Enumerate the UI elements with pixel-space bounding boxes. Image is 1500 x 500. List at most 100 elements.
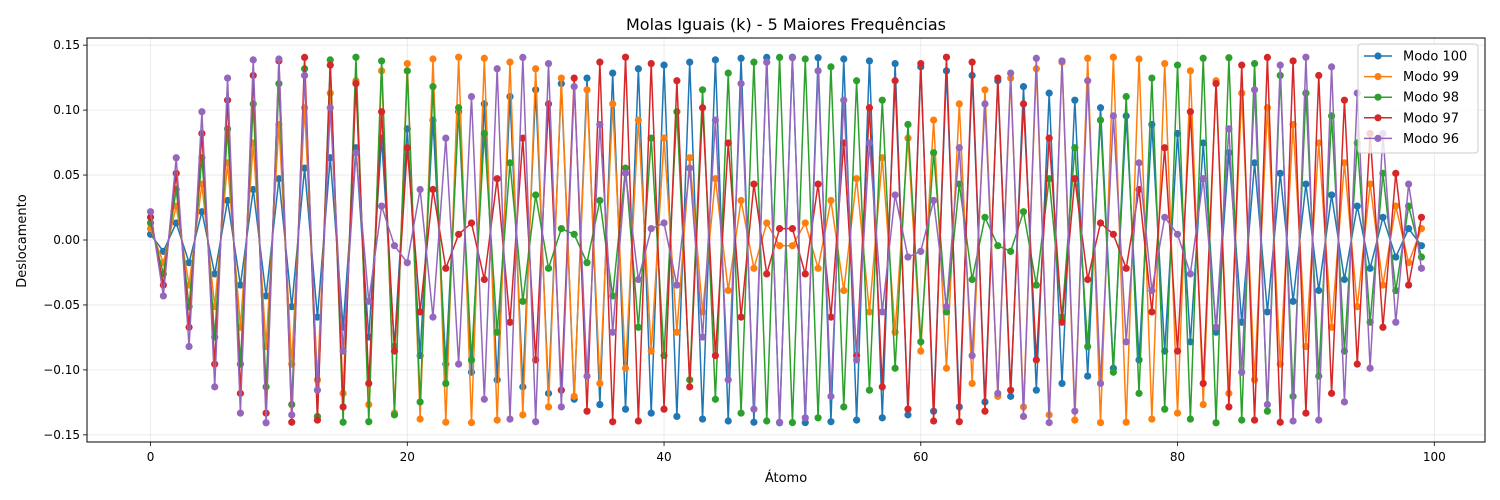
- data-point: [891, 77, 899, 85]
- data-point: [1289, 297, 1297, 305]
- data-point: [1302, 53, 1310, 61]
- data-point: [891, 364, 899, 372]
- data-point: [1263, 308, 1271, 316]
- data-point: [1315, 71, 1323, 80]
- data-point: [1032, 356, 1040, 364]
- data-point: [1109, 112, 1117, 120]
- data-point: [1315, 286, 1323, 295]
- data-point: [198, 129, 206, 138]
- data-point: [570, 230, 578, 238]
- data-point: [506, 415, 514, 423]
- data-point: [724, 69, 732, 77]
- data-point: [917, 59, 925, 68]
- data-point: [1186, 338, 1194, 346]
- data-point: [1122, 112, 1130, 120]
- data-point: [326, 61, 334, 69]
- data-point: [1392, 318, 1400, 326]
- data-point: [775, 53, 784, 62]
- data-point: [442, 379, 450, 388]
- data-point: [557, 225, 565, 233]
- data-point: [506, 92, 514, 101]
- data-point: [942, 53, 951, 61]
- data-point: [801, 219, 809, 227]
- data-point: [840, 286, 848, 295]
- data-point: [467, 92, 476, 101]
- data-point: [634, 275, 642, 284]
- data-point: [519, 53, 527, 62]
- data-point: [711, 351, 719, 360]
- data-point: [416, 308, 424, 316]
- data-point: [1212, 323, 1220, 331]
- data-point: [737, 80, 745, 88]
- data-point: [1392, 253, 1400, 261]
- legend-label: Modo 100: [1403, 50, 1467, 65]
- data-point: [673, 77, 681, 85]
- data-point: [1173, 347, 1182, 355]
- data-point: [827, 392, 835, 400]
- data-point: [223, 74, 232, 82]
- data-point: [647, 59, 655, 68]
- data-point: [352, 149, 360, 157]
- data-point: [647, 347, 655, 355]
- data-point: [853, 175, 861, 183]
- data-point: [1225, 54, 1233, 62]
- data-point: [686, 154, 694, 162]
- data-point: [403, 259, 411, 267]
- data-point: [544, 264, 553, 272]
- data-point: [711, 395, 719, 403]
- data-point: [1276, 61, 1284, 69]
- data-point: [455, 360, 463, 368]
- data-point: [724, 417, 732, 425]
- data-point: [1263, 400, 1271, 409]
- data-point: [1007, 69, 1015, 77]
- data-point: [301, 53, 309, 62]
- data-point: [1199, 54, 1207, 62]
- data-point: [442, 418, 450, 426]
- data-point: [621, 53, 630, 61]
- data-point: [865, 57, 874, 65]
- data-point: [236, 281, 245, 289]
- data-point: [583, 86, 591, 94]
- data-point: [442, 264, 450, 272]
- data-point: [763, 417, 771, 425]
- y-tick-label: −0.15: [43, 428, 80, 442]
- data-point: [1071, 175, 1079, 183]
- data-point: [634, 323, 642, 331]
- data-point: [583, 74, 591, 82]
- data-point: [288, 418, 296, 426]
- data-point: [211, 383, 219, 391]
- data-point: [737, 313, 745, 321]
- data-point: [1327, 323, 1336, 331]
- data-point: [390, 411, 399, 419]
- data-point: [223, 96, 232, 104]
- data-point: [1071, 416, 1079, 424]
- data-point: [814, 54, 822, 62]
- data-point: [737, 196, 745, 205]
- data-point: [365, 379, 373, 388]
- data-point: [532, 418, 540, 426]
- data-point: [339, 403, 347, 411]
- data-point: [429, 83, 437, 91]
- data-point: [378, 202, 386, 210]
- data-point: [1019, 208, 1028, 216]
- data-point: [955, 144, 963, 152]
- data-point: [853, 77, 861, 85]
- legend-marker: [1374, 114, 1382, 122]
- data-point: [1122, 92, 1130, 101]
- y-tick-label: 0.05: [53, 168, 80, 182]
- data-point: [1084, 372, 1092, 380]
- data-point: [634, 116, 642, 124]
- data-point: [634, 417, 642, 425]
- data-point: [467, 356, 476, 364]
- data-point: [788, 242, 797, 250]
- data-point: [480, 100, 488, 108]
- data-point: [763, 58, 771, 66]
- data-point: [878, 414, 886, 422]
- data-point: [904, 253, 912, 261]
- legend-label: Modo 97: [1403, 111, 1459, 126]
- data-point: [455, 104, 463, 112]
- data-point: [416, 185, 424, 194]
- data-point: [775, 418, 784, 426]
- data-point: [506, 318, 514, 326]
- data-point: [1071, 96, 1079, 104]
